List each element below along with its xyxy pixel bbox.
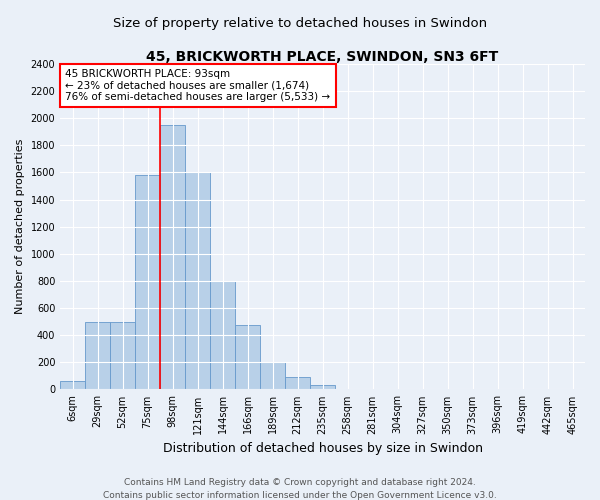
Bar <box>110 322 135 390</box>
Bar <box>210 281 235 390</box>
X-axis label: Distribution of detached houses by size in Swindon: Distribution of detached houses by size … <box>163 442 482 455</box>
Text: Size of property relative to detached houses in Swindon: Size of property relative to detached ho… <box>113 18 487 30</box>
Text: Contains HM Land Registry data © Crown copyright and database right 2024.
Contai: Contains HM Land Registry data © Crown c… <box>103 478 497 500</box>
Bar <box>235 325 260 390</box>
Bar <box>185 172 210 390</box>
Y-axis label: Number of detached properties: Number of detached properties <box>15 139 25 314</box>
Bar <box>160 125 185 390</box>
Bar <box>285 377 310 390</box>
Bar <box>135 175 160 390</box>
Title: 45, BRICKWORTH PLACE, SWINDON, SN3 6FT: 45, BRICKWORTH PLACE, SWINDON, SN3 6FT <box>146 50 499 64</box>
Text: 45 BRICKWORTH PLACE: 93sqm
← 23% of detached houses are smaller (1,674)
76% of s: 45 BRICKWORTH PLACE: 93sqm ← 23% of deta… <box>65 69 331 102</box>
Bar <box>85 322 110 390</box>
Bar <box>60 382 85 390</box>
Bar <box>260 362 285 390</box>
Bar <box>310 384 335 390</box>
